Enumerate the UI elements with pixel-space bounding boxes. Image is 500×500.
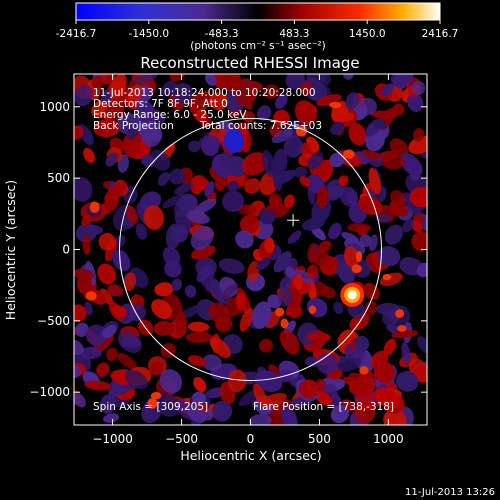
colorbar-tick-label: -2416.7 (56, 28, 97, 40)
flare-source-core (347, 290, 357, 300)
colorbar-gradient (75, 2, 441, 21)
y-tick-label: 1000 (39, 100, 70, 114)
annotation-total-counts: Total counts: 7.62E+03 (199, 120, 322, 132)
y-tick-label: −500 (37, 314, 70, 328)
y-axis-label: Heliocentric Y (arcsec) (3, 180, 18, 320)
colorbar-tick-label: 2416.7 (422, 28, 459, 40)
spin-axis-label: Spin Axis = [309,205] (93, 401, 208, 413)
colorbar-ticks: -2416.7 -1450.0 -483.3 483.3 1450.0 2416.7 (56, 20, 459, 40)
x-tick-label: −1000 (92, 432, 133, 446)
annotation-method: Back Projection (93, 120, 174, 132)
colorbar-unit: (photons cm⁻² s⁻¹ asec⁻²) (190, 40, 325, 52)
x-tick-label: 0 (247, 432, 255, 446)
annotation-block: 11-Jul-2013 10:18:24.000 to 10:20:28.000… (93, 87, 394, 413)
annotation-detectors: Detectors: 7F 8F 9F, Att 0 (93, 98, 228, 110)
annotation-energy-range: Energy Range: 6.0 - 25.0 keV (93, 109, 247, 121)
chart-title: Reconstructed RHESSI Image (140, 54, 359, 72)
y-axis-ticks: −1000 −500 0 500 1000 (29, 100, 427, 399)
solar-limb-circle (119, 118, 382, 381)
render-timestamp: 11-Jul-2013 13:26 (405, 487, 495, 498)
colorbar-tick-label: 1450.0 (349, 28, 386, 40)
colorbar: -2416.7 -1450.0 -483.3 483.3 1450.0 2416.7 (p… (56, 2, 459, 52)
spin-axis-cross-marker (287, 214, 300, 227)
y-tick-label: 500 (47, 171, 70, 185)
x-tick-label: 500 (308, 432, 331, 446)
colorbar-tick-label: -483.3 (205, 28, 239, 40)
x-tick-label: 1000 (373, 432, 404, 446)
colorbar-tick-label: -1450.0 (129, 28, 170, 40)
x-axis-ticks: −1000 −500 0 500 1000 (92, 74, 404, 446)
y-tick-label: −1000 (29, 385, 70, 399)
colorbar-tick-label: 483.3 (279, 28, 309, 40)
y-tick-label: 0 (62, 243, 70, 257)
flare-position-label: Flare Position = [738,-318] (253, 401, 394, 413)
x-axis-label: Heliocentric X (arcsec) (180, 448, 321, 463)
x-tick-label: −500 (165, 432, 198, 446)
annotation-time-range: 11-Jul-2013 10:18:24.000 to 10:20:28.000 (93, 87, 316, 99)
